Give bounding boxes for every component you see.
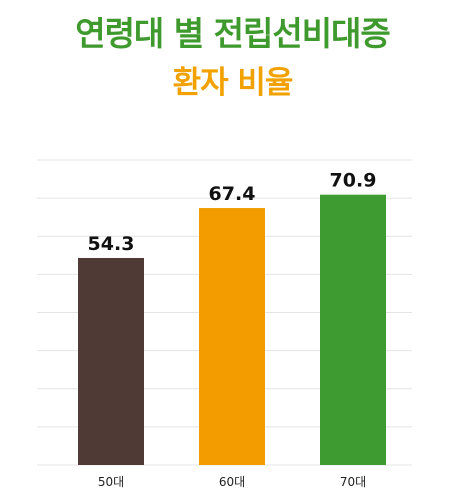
x-axis-tick-labels: 50대 60대 70대 — [98, 475, 366, 489]
bar-value-label: 54.3 — [88, 233, 135, 255]
chart-title-line-2: 환자 비율 — [172, 65, 294, 101]
bar-1 — [78, 257, 144, 465]
x-tick-label: 70대 — [340, 475, 366, 489]
chart-title-line-1: 연령대 별 전립선비대증 — [75, 14, 391, 53]
bar-3 — [320, 194, 386, 465]
bar-value-label: 67.4 — [209, 183, 256, 205]
bars — [78, 194, 386, 465]
x-tick-label: 60대 — [219, 475, 245, 489]
bar-value-label: 70.9 — [330, 170, 377, 192]
bar-value-labels: 54.3 67.4 70.9 — [88, 170, 377, 255]
bar-2 — [199, 208, 265, 465]
x-tick-label: 50대 — [98, 475, 124, 489]
